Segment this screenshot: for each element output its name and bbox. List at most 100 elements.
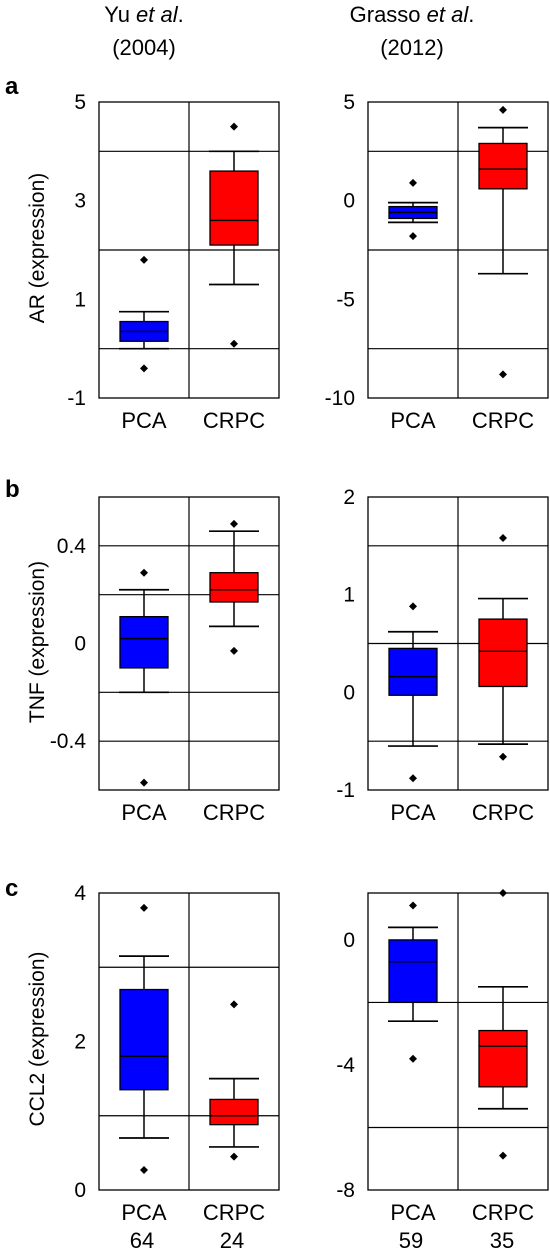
- x-category-label: PCA: [390, 1200, 436, 1225]
- outlier-point: [499, 370, 507, 379]
- x-category-label: CRPC: [472, 800, 534, 825]
- x-category-label: PCA: [121, 1200, 167, 1225]
- outlier-point: [230, 1000, 238, 1009]
- outlier-point: [140, 364, 148, 373]
- outlier-point: [499, 752, 507, 761]
- y-tick-label: 2: [343, 486, 355, 509]
- box-body: [119, 615, 169, 669]
- outlier-point: [230, 122, 238, 131]
- plot-c-grasso: -8 -4 0 PCA CRPC: [336, 889, 549, 1225]
- count-yu-pca: 64: [130, 1228, 154, 1253]
- outlier-point: [230, 519, 238, 528]
- y-tick-label: 2: [74, 1031, 86, 1054]
- plot-c-yu: 0 2 4 PCA CRPC: [74, 882, 280, 1225]
- y-tick-label: 1: [74, 288, 86, 311]
- outlier-point: [230, 339, 238, 348]
- panel-letter-c: c: [5, 875, 18, 902]
- box-crpc: [209, 519, 259, 655]
- box-pca: [388, 901, 438, 1063]
- outlier-point: [409, 774, 417, 783]
- count-yu-crpc: 24: [220, 1228, 244, 1253]
- outlier-point: [409, 232, 417, 241]
- box-crpc: [478, 105, 528, 379]
- header-yu: Yu et al.: [104, 2, 184, 27]
- outlier-point: [140, 778, 148, 787]
- y-tick-label: 0: [343, 681, 355, 704]
- x-category-label: PCA: [390, 800, 436, 825]
- y-axis-label-ccl2: CCL2 (expression): [26, 951, 49, 1126]
- y-tick-label: 3: [74, 190, 86, 213]
- outlier-point: [230, 1152, 238, 1161]
- y-tick-label: 0: [74, 1179, 86, 1202]
- y-axis-label-tnf: TNF (expression): [26, 561, 49, 723]
- y-tick-label: -0.4: [50, 730, 87, 753]
- box-body: [478, 618, 528, 688]
- outlier-point: [230, 646, 238, 655]
- outlier-point: [140, 568, 148, 577]
- box-body: [478, 142, 528, 190]
- outlier-point: [140, 255, 148, 264]
- box-crpc: [478, 534, 528, 761]
- box-body: [119, 988, 169, 1091]
- box-crpc: [209, 122, 259, 348]
- outlier-point: [140, 903, 148, 912]
- box-body: [388, 647, 438, 696]
- plot-b-grasso: -1 0 1 2 PCA CRPC: [336, 486, 549, 825]
- header-grasso-year: (2012): [380, 35, 444, 60]
- y-axis-label-ar: AR (expression): [26, 173, 49, 324]
- y-tick-label: 1: [343, 584, 355, 607]
- x-category-label: CRPC: [203, 1200, 265, 1225]
- panel-letter-b: b: [5, 476, 20, 503]
- box-body: [209, 170, 259, 246]
- box-body: [478, 1029, 528, 1088]
- y-tick-label: -5: [336, 288, 355, 311]
- y-tick-label: 0: [343, 929, 355, 952]
- outlier-point: [140, 1165, 148, 1174]
- outlier-point: [499, 105, 507, 114]
- box-body: [388, 939, 438, 1004]
- header-yu-year: (2004): [112, 35, 176, 60]
- y-tick-label: -8: [336, 1179, 355, 1202]
- x-category-label: PCA: [121, 800, 167, 825]
- box-crpc: [478, 889, 528, 1160]
- y-tick-label: 4: [74, 882, 86, 905]
- y-tick-label: 5: [74, 91, 86, 114]
- box-crpc: [209, 1000, 259, 1161]
- box-pca: [388, 178, 438, 241]
- outlier-point: [409, 178, 417, 187]
- outlier-point: [409, 1054, 417, 1063]
- box-plots: -1 1 3 5 PCA CRPC -10 -5 0 5 PCA CRPC -0.4 0 0.4 PCA CRP…: [50, 91, 549, 1225]
- x-category-label: PCA: [121, 408, 167, 433]
- y-tick-label: -4: [336, 1054, 355, 1077]
- x-category-label: CRPC: [472, 1200, 534, 1225]
- y-tick-label: -1: [67, 387, 86, 410]
- y-tick-label: -10: [325, 387, 355, 410]
- y-tick-label: 5: [343, 91, 355, 114]
- header-grasso: Grasso et al.: [350, 2, 475, 27]
- plot-a-yu: -1 1 3 5 PCA CRPC: [67, 91, 280, 433]
- box-body: [209, 1098, 259, 1126]
- box-pca: [388, 602, 438, 783]
- box-pca: [119, 903, 169, 1174]
- box-pca: [119, 568, 169, 787]
- box-pca: [119, 255, 169, 373]
- outlier-point: [409, 901, 417, 910]
- outlier-point: [499, 534, 507, 543]
- x-category-label: CRPC: [472, 408, 534, 433]
- y-tick-label: 0: [74, 633, 86, 656]
- y-tick-label: 0.4: [57, 535, 87, 558]
- count-grasso-pca: 59: [399, 1228, 423, 1253]
- panel-letter-a: a: [5, 73, 19, 100]
- box-body: [209, 572, 259, 603]
- outlier-point: [499, 1151, 507, 1160]
- count-grasso-crpc: 35: [490, 1228, 514, 1253]
- x-category-label: CRPC: [203, 408, 265, 433]
- outlier-point: [499, 889, 507, 897]
- plot-a-grasso: -10 -5 0 5 PCA CRPC: [325, 91, 549, 433]
- outlier-point: [409, 602, 417, 611]
- y-tick-label: 0: [343, 190, 355, 213]
- plot-b-yu: -0.4 0 0.4 PCA CRPC: [50, 496, 280, 825]
- x-category-label: CRPC: [203, 800, 265, 825]
- x-category-label: PCA: [390, 408, 436, 433]
